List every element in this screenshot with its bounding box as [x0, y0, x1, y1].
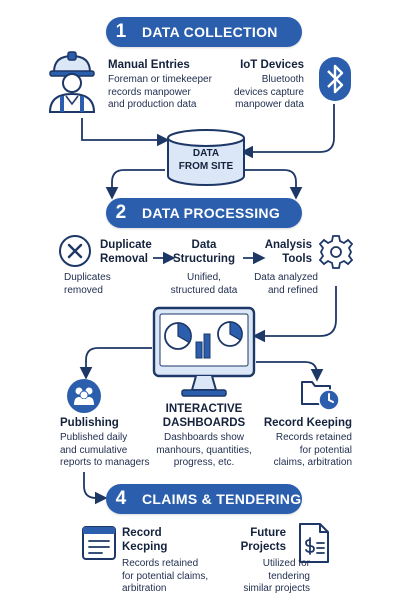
data-structuring-title: Data Structuring — [173, 239, 235, 265]
arrow-db-left-down — [105, 169, 165, 200]
document-icon — [82, 526, 116, 560]
arrow-db-right-down — [245, 169, 303, 200]
duplicate-removal-desc: Duplicates removed — [64, 272, 111, 296]
record-kecping-title: Record Kecping — [122, 527, 168, 553]
interactive-dashboards-title: INTERACTIVE DASHBOARDS — [162, 403, 246, 429]
arrow-iot-to-db — [240, 104, 335, 159]
record-kecping-desc: Records retained for potential claims, arb… — [122, 558, 209, 594]
future-projects-title: Future Projects — [240, 527, 286, 553]
manual-entries-desc: Foreman or timekeeper records manpower and… — [108, 74, 212, 110]
iot-devices-title: IoT Devices — [240, 59, 304, 71]
iot-devices-desc: Bluetooth devices capture manpower data — [233, 74, 304, 110]
section-4-header: 4 CLAIMS & TENDERING — [106, 484, 302, 514]
record-keeping-desc: Records retained for potential claims, arb… — [273, 432, 352, 468]
section-2-header: 2 DATA PROCESSING — [106, 198, 302, 228]
section-title: CLAIMS & TENDERING — [142, 491, 302, 507]
analysis-tools-title: Analysis Tools — [264, 239, 312, 265]
database-label: DATA FROM SITE — [178, 148, 234, 172]
database-icon — [167, 129, 245, 186]
worker-icon — [48, 51, 96, 113]
invoice-icon — [299, 523, 329, 563]
manual-entries-title: Manual Entries — [108, 59, 190, 71]
folder-clock-icon — [301, 381, 340, 411]
section-title: DATA PROCESSING — [142, 205, 281, 221]
bluetooth-icon — [319, 57, 351, 101]
publishing-title: Publishing — [60, 417, 119, 429]
section-1-header: 1 DATA COLLECTION — [106, 17, 302, 47]
analysis-tools-desc: Data analyzed and refined — [254, 272, 318, 296]
arrow-manual-to-db — [81, 118, 170, 147]
section-number: 2 — [115, 202, 127, 223]
x-circle-icon — [59, 235, 91, 267]
gear-icon — [318, 235, 354, 269]
record-keeping-title: Record Keeping — [263, 417, 352, 429]
future-projects-desc: Utilized for tendering similar projects — [243, 558, 310, 594]
arrow-monitor-to-publishing — [79, 347, 152, 380]
interactive-dashboards-desc: Dashboards show manhours, quantities, prog… — [156, 432, 252, 468]
section-number: 1 — [115, 21, 127, 42]
duplicate-removal-title: Duplicate Removal — [100, 239, 152, 265]
data-structuring-desc: Unified, structured data — [170, 272, 238, 296]
arrow-monitor-to-record — [256, 361, 324, 382]
section-number: 4 — [115, 488, 127, 509]
publishing-desc: Published daily and cumulative reports to … — [60, 432, 150, 468]
section-title: DATA COLLECTION — [142, 24, 278, 40]
arrow-publishing-to-claims — [83, 472, 108, 505]
arrow-analysis-to-monitor — [252, 286, 337, 343]
people-icon — [67, 379, 101, 413]
dashboard-monitor-icon — [152, 306, 256, 397]
